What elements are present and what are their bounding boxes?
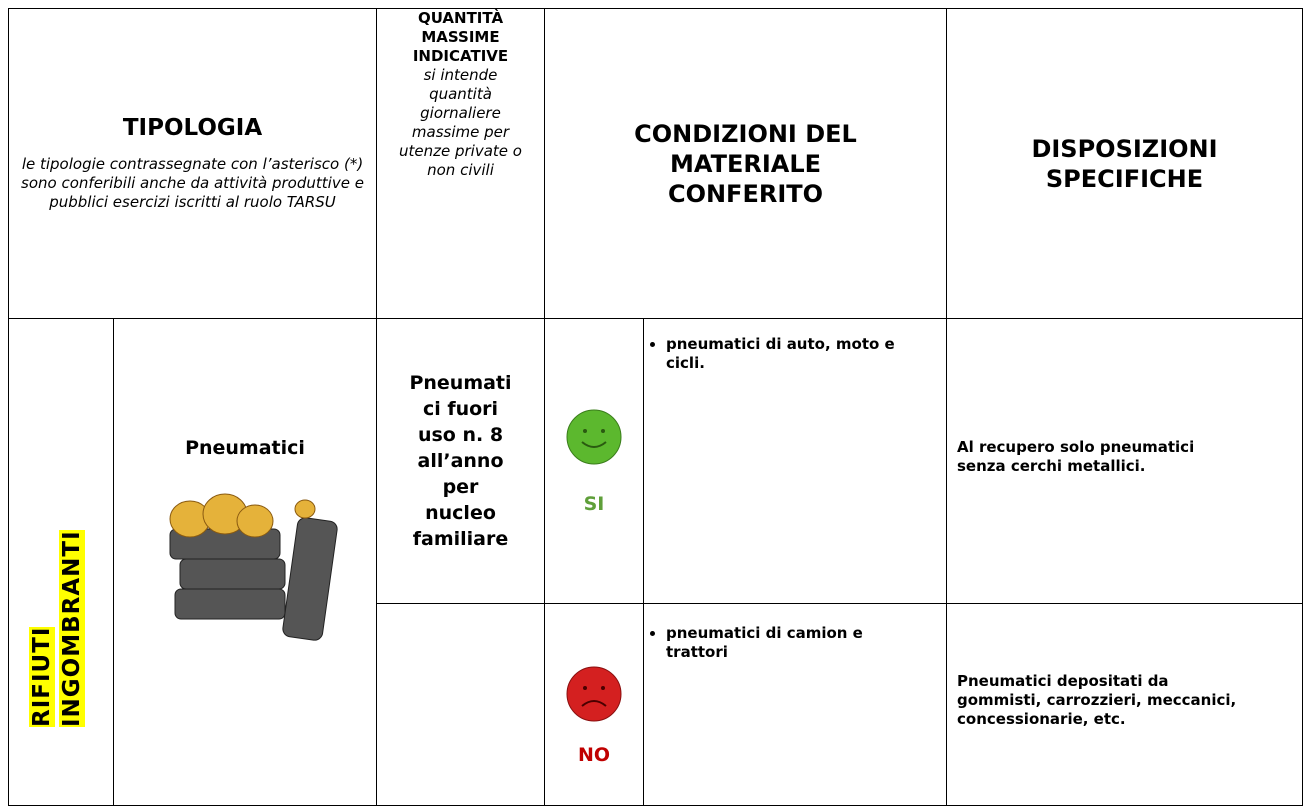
status-cell: NO [544,603,644,806]
category-label: RIFIUTI INGOMBRANTI [27,397,97,727]
status-cell: SI [544,318,644,604]
disposition-cell: Pneumatici depositati da gommisti, carro… [946,603,1303,806]
header-condizioni: CONDIZIONI DEL MATERIALE CONFERITO [544,8,947,319]
status: NO [577,743,611,766]
condition-cell: pneumatici di auto, moto e cicli. [643,318,947,604]
header-tipologia: TIPOLOGIA le tipologie contrassegnate co… [8,8,377,319]
header-title: TIPOLOGIA [122,115,263,141]
header-note: si intende quantità giornaliere massime … [399,66,522,179]
header-quantita: QUANTITÀ MASSIME INDICATIVE si intende q… [376,8,545,319]
category-line: RIFIUTI [29,626,55,727]
header-title: CONDIZIONI DEL MATERIALE CONFERITO [634,119,857,208]
condition: pneumatici di auto, moto e cicli. [666,335,916,373]
item-cell: Pneumatici [113,318,377,806]
smiley-sad [566,666,622,721]
condition-cell: pneumatici di camion e trattori [643,603,947,806]
header-title: DISPOSIZIONI SPECIFICHE [1031,134,1218,193]
item-name: Pneumatici [185,437,305,459]
disposition: Al recupero solo pneumatici senza cerchi… [957,438,1195,475]
header-disposizioni: DISPOSIZIONI SPECIFICHE [946,8,1303,319]
header-note: le tipologie contrassegnate con l’asteri… [21,155,364,211]
category-line: INGOMBRANTI [59,530,85,727]
header-title: QUANTITÀ MASSIME INDICATIVE [412,9,509,65]
category-cell: RIFIUTI INGOMBRANTI [8,318,114,806]
smiley-happy [566,409,622,465]
disposition: Pneumatici depositati da gommisti, carro… [957,672,1237,728]
condition: pneumatici di camion e trattori [666,624,886,662]
disposition-cell: Al recupero solo pneumatici senza cerchi… [946,318,1303,604]
tire-image [169,493,338,641]
quantity-cell: Pneumatici fuori uso n. 8 all’anno per n… [376,318,545,604]
status: SI [583,493,605,515]
quantity: Pneumatici fuori uso n. 8 all’anno per n… [409,372,512,550]
quantity-empty [376,603,545,806]
